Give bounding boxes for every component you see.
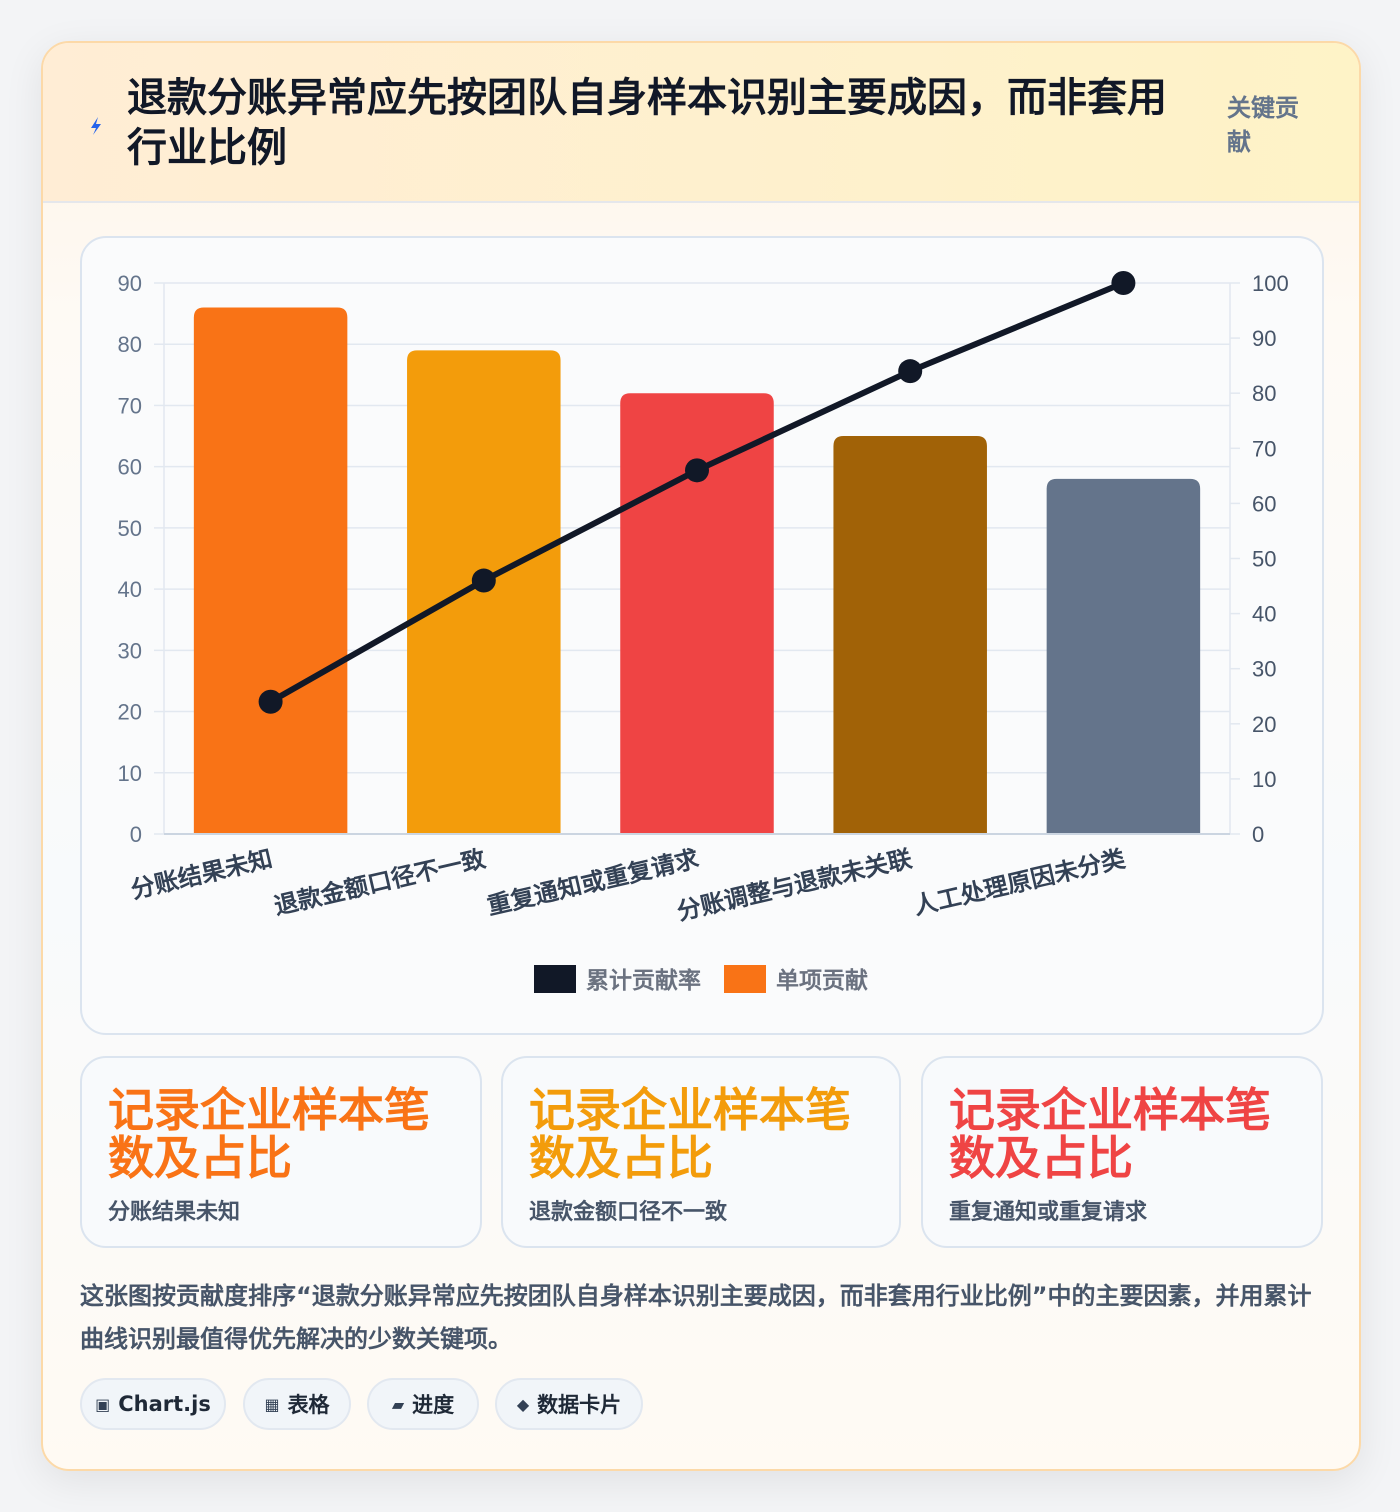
chip-label: 表格 (287, 1393, 330, 1417)
x-tick-label: 分账结果未知 (129, 846, 275, 905)
y-left-tick-label: 30 (118, 638, 142, 663)
cumulative-point-3 (685, 458, 709, 483)
stat-value: 记录企业样本笔数及占比 (529, 1083, 851, 1185)
stat-label: 分账结果未知 (108, 1200, 241, 1225)
x-tick-label: 重复通知或重复请求 (485, 846, 702, 921)
page-title: 退款分账异常应先按团队自身样本识别主要成因，而非套用行业比例 (127, 75, 1167, 171)
stat-card-2: 记录企业样本笔数及占比 退款金额口径不一致 (501, 1056, 901, 1248)
y-left-tick-label: 0 (130, 822, 142, 847)
stat-label: 重复通知或重复请求 (949, 1200, 1148, 1225)
diamond-icon: ◆ (516, 1394, 530, 1414)
lightning-icon (91, 117, 101, 135)
y-left-tick-label: 50 (118, 516, 142, 541)
cumulative-point-4 (898, 359, 923, 384)
table-icon: ▦ (264, 1394, 280, 1414)
stat-value: 记录企业样本笔数及占比 (108, 1083, 430, 1185)
legend-label-1: 累计贡献率 (586, 967, 701, 993)
y-right-tick-label: 100 (1252, 271, 1289, 296)
cumulative-point-2 (471, 568, 496, 593)
legend-swatch-1 (534, 965, 576, 993)
chart-panel: 0 10 20 30 40 50 60 70 80 90 0 10 20 30 40 50 60 70 80 90 10… (80, 236, 1324, 1035)
y-right-tick-label: 80 (1252, 381, 1276, 406)
chart-icon: ▣ (95, 1394, 111, 1414)
chart-card: 退款分账异常应先按团队自身样本识别主要成因，而非套用行业比例 关键贡献 0 10 2… (41, 41, 1361, 1471)
y-left-tick-label: 60 (118, 455, 142, 480)
y-right-tick-label: 50 (1252, 547, 1276, 572)
y-left-tick-label: 70 (118, 393, 142, 418)
y-right-tick-label: 40 (1252, 602, 1276, 627)
y-right-tick-label: 10 (1252, 767, 1276, 792)
x-tick-label: 分账调整与退款未关联 (675, 846, 915, 926)
chip-table[interactable]: ▦ 表格 (243, 1378, 351, 1430)
x-tick-label: 人工处理原因未分类 (911, 845, 1129, 920)
y-left-tick-label: 20 (118, 700, 142, 725)
stat-card-3: 记录企业样本笔数及占比 重复通知或重复请求 (921, 1056, 1323, 1248)
card-header: 退款分账异常应先按团队自身样本识别主要成因，而非套用行业比例 关键贡献 (43, 43, 1359, 203)
chart-description: 这张图按贡献度排序“退款分账异常应先按团队自身样本识别主要成因，而非套用行业比例… (80, 1282, 1312, 1353)
stat-value: 记录企业样本笔数及占比 (949, 1083, 1271, 1185)
y-right-tick-label: 60 (1252, 491, 1276, 516)
chip-label: Chart.js (118, 1392, 211, 1416)
y-right-tick-label: 70 (1252, 436, 1276, 461)
chip-label: 数据卡片 (537, 1393, 622, 1417)
chip-progress[interactable]: ▰ 进度 (367, 1378, 479, 1430)
chip-data-card[interactable]: ◆ 数据卡片 (495, 1378, 643, 1430)
bar-1 (193, 307, 348, 834)
y-left-tick-label: 80 (118, 332, 142, 357)
y-left-tick-label: 10 (118, 761, 142, 786)
progress-icon: ▰ (391, 1394, 405, 1414)
pareto-chart: 0 10 20 30 40 50 60 70 80 90 0 10 20 30 40 50 60 70 80 90 10… (118, 271, 1289, 993)
legend-label-2: 单项贡献 (776, 967, 868, 993)
bar-3 (620, 393, 774, 834)
x-tick-label: 退款金额口径不一致 (271, 844, 489, 920)
stat-card-1: 记录企业样本笔数及占比 分账结果未知 (80, 1056, 482, 1248)
legend-swatch-2 (724, 965, 766, 993)
y-right-tick-label: 0 (1252, 822, 1264, 847)
y-left-tick-label: 40 (118, 577, 142, 602)
y-right-tick-label: 90 (1252, 326, 1276, 351)
stat-label: 退款金额口径不一致 (529, 1200, 728, 1225)
y-left-tick-label: 90 (118, 271, 142, 296)
chip-label: 进度 (412, 1393, 455, 1417)
key-contribution-badge: 关键贡献 (1227, 94, 1299, 156)
cumulative-point-5 (1111, 271, 1136, 295)
y-right-tick-label: 30 (1252, 657, 1276, 682)
bar-5 (1046, 478, 1201, 834)
chip-chartjs[interactable]: ▣ Chart.js (80, 1378, 226, 1430)
y-right-tick-label: 20 (1252, 712, 1276, 737)
bar-4 (833, 436, 987, 834)
cumulative-point-1 (258, 689, 283, 714)
